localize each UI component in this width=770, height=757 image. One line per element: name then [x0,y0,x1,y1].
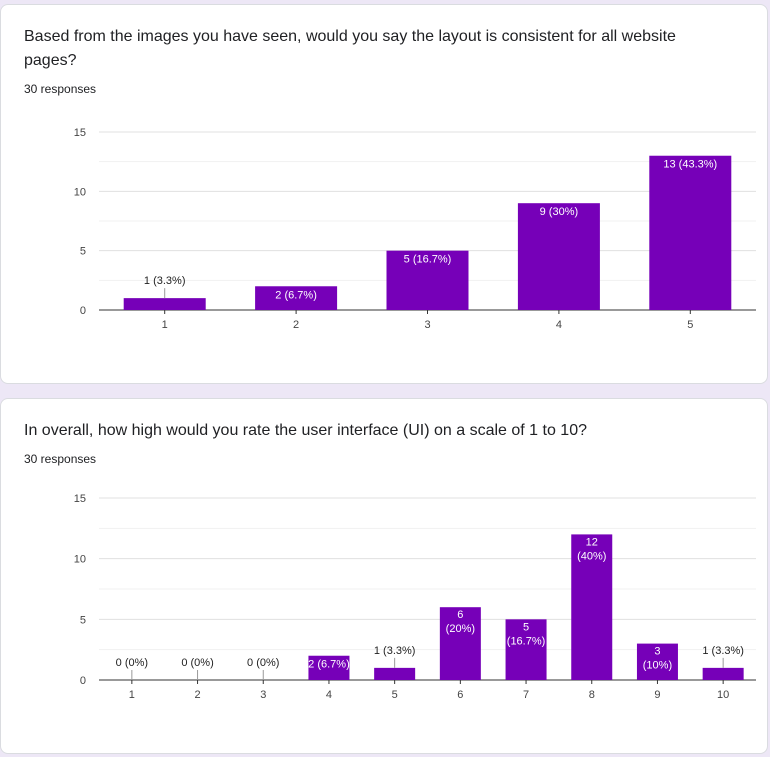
y-tick-label: 5 [80,614,86,626]
question-card-1: Based from the images you have seen, wou… [0,4,768,384]
x-tick-label: 5 [392,689,398,701]
y-tick-label: 10 [74,554,86,566]
x-tick-label: 5 [687,319,693,331]
bar [374,667,416,680]
x-tick-label: 4 [326,689,332,701]
y-tick-label: 0 [80,675,86,687]
bar-chart: 0 5 10 15 1 0 (0%) 2 0 (0%) 3 0 (0%) 4 2 (6.7%) 5 1 (… [74,493,756,701]
bar-data-label: 6 (20%) [446,609,475,635]
bar [255,286,338,310]
bar [308,655,350,680]
y-tick-label: 5 [80,246,86,258]
bar-data-label: 12 (40%) [577,536,606,562]
bar-data-label: 1 (3.3%) [144,275,186,287]
x-tick-label: 3 [260,689,266,701]
question-title: In overall, how high would you rate the … [24,422,587,439]
bar [649,155,732,310]
bar-data-label: 2 (6.7%) [275,289,317,301]
bar-data-label: 0 (0%) [247,657,279,669]
bar-data-label: 0 (0%) [116,657,148,669]
y-tick-label: 15 [74,127,86,139]
y-tick-label: 0 [80,305,86,317]
bar-data-label: 1 (3.3%) [702,645,744,657]
bar-data-label: 13 (43.3%) [663,159,717,171]
bar [702,667,744,680]
bar [505,619,547,680]
response-count: 30 responses [24,82,97,96]
x-tick-label: 2 [293,319,299,331]
bar-data-label: 5 (16.7%) [507,621,546,647]
x-tick-label: 10 [717,689,729,701]
x-tick-label: 6 [457,689,463,701]
bar-chart: 0 5 10 15 1 1 (3.3%) 2 2 (6.7%) 3 5 (16.7%) 4 9 (30… [74,127,756,331]
bar-data-label: 1 (3.3%) [374,645,416,657]
x-tick-label: 1 [129,689,135,701]
bar [386,250,469,310]
bar [517,203,600,310]
x-tick-label: 2 [194,689,200,701]
bar-data-label: 3 (10%) [643,646,672,672]
y-tick-label: 10 [74,186,86,198]
x-tick-label: 4 [556,319,562,331]
bar-data-label: 0 (0%) [181,657,213,669]
bar [636,643,678,680]
x-tick-label: 3 [424,319,430,331]
bar-data-label: 2 (6.7%) [308,659,350,671]
x-tick-label: 9 [654,689,660,701]
bar [123,298,206,310]
bar [439,607,481,680]
question-card-2: In overall, how high would you rate the … [0,398,768,754]
y-tick-label: 15 [74,493,86,505]
bar-data-label: 9 (30%) [540,206,579,218]
x-tick-label: 1 [162,319,168,331]
bar [571,534,613,680]
x-tick-label: 8 [589,689,595,701]
x-tick-label: 7 [523,689,529,701]
response-count: 30 responses [24,452,97,466]
bar-data-label: 5 (16.7%) [404,254,452,266]
question-title: Based from the images you have seen, wou… [24,28,676,69]
